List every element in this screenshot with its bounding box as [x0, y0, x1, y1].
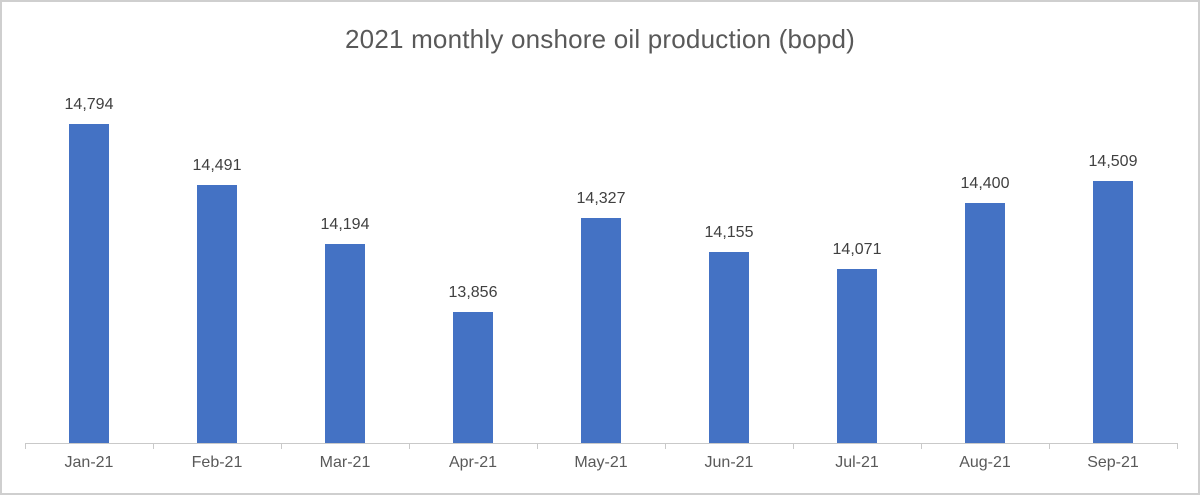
bar-slot: 14,794	[25, 96, 153, 443]
axis-tick	[281, 443, 282, 449]
bar	[453, 312, 493, 443]
bar	[709, 252, 749, 443]
x-axis-label: Feb-21	[191, 454, 243, 471]
bar-slot: 14,071	[793, 113, 921, 443]
bar-value-label: 14,194	[320, 216, 370, 233]
chart-title: 2021 monthly onshore oil production (bop…	[345, 24, 855, 54]
axis-tick	[25, 443, 26, 449]
x-axis-line	[25, 443, 1177, 444]
bar	[69, 124, 109, 443]
x-axis-label: Apr-21	[448, 454, 498, 471]
bar	[197, 185, 237, 443]
bar-value-label: 14,400	[960, 175, 1010, 192]
bar-value-label: 14,794	[64, 96, 114, 113]
axis-tick	[153, 443, 154, 449]
bar-value-label: 14,155	[704, 224, 754, 241]
bar-value-label: 14,491	[192, 157, 242, 174]
x-axis-labels: Jan-21 Feb-21 Mar-21 Apr-21 May-21 Jun-21 Jul-…	[25, 454, 1177, 472]
x-axis-label: Sep-21	[1087, 454, 1139, 471]
bar	[581, 218, 621, 443]
bar-slot: 14,194	[281, 113, 409, 443]
x-axis-label: Jul-21	[835, 454, 879, 471]
bar-slot: 14,155	[665, 113, 793, 443]
bar-slot: 14,491	[153, 113, 281, 443]
bar-value-label: 14,327	[576, 190, 626, 207]
axis-tick	[665, 443, 666, 449]
axis-tick	[921, 443, 922, 449]
axis-tick	[793, 443, 794, 449]
axis-tick	[1177, 443, 1178, 449]
axis-tick	[1049, 443, 1050, 449]
bar-slot: 14,509	[1049, 113, 1177, 443]
bars-row: 14,794 14,491 14,194 13,856 14,327 14,155 14,0…	[25, 96, 1177, 443]
plot-area: 14,794 14,491 14,194 13,856 14,327 14,155 14,0…	[25, 96, 1177, 443]
axis-tick	[537, 443, 538, 449]
x-axis-label: Jan-21	[64, 454, 114, 471]
bar	[1093, 181, 1133, 443]
x-axis-label: Mar-21	[319, 454, 371, 471]
bar-slot: 13,856	[409, 113, 537, 443]
bar-value-label: 14,071	[832, 241, 882, 258]
x-axis-label: May-21	[574, 454, 628, 471]
bar	[837, 269, 877, 443]
bar-value-label: 13,856	[448, 284, 498, 301]
x-axis-label: Aug-21	[959, 454, 1011, 471]
x-axis-label: Jun-21	[704, 454, 754, 471]
bar	[965, 203, 1005, 443]
bar-value-label: 14,509	[1088, 153, 1138, 170]
bar-slot: 14,327	[537, 113, 665, 443]
bar	[325, 244, 365, 443]
axis-tick	[409, 443, 410, 449]
bar-slot: 14,400	[921, 113, 1049, 443]
